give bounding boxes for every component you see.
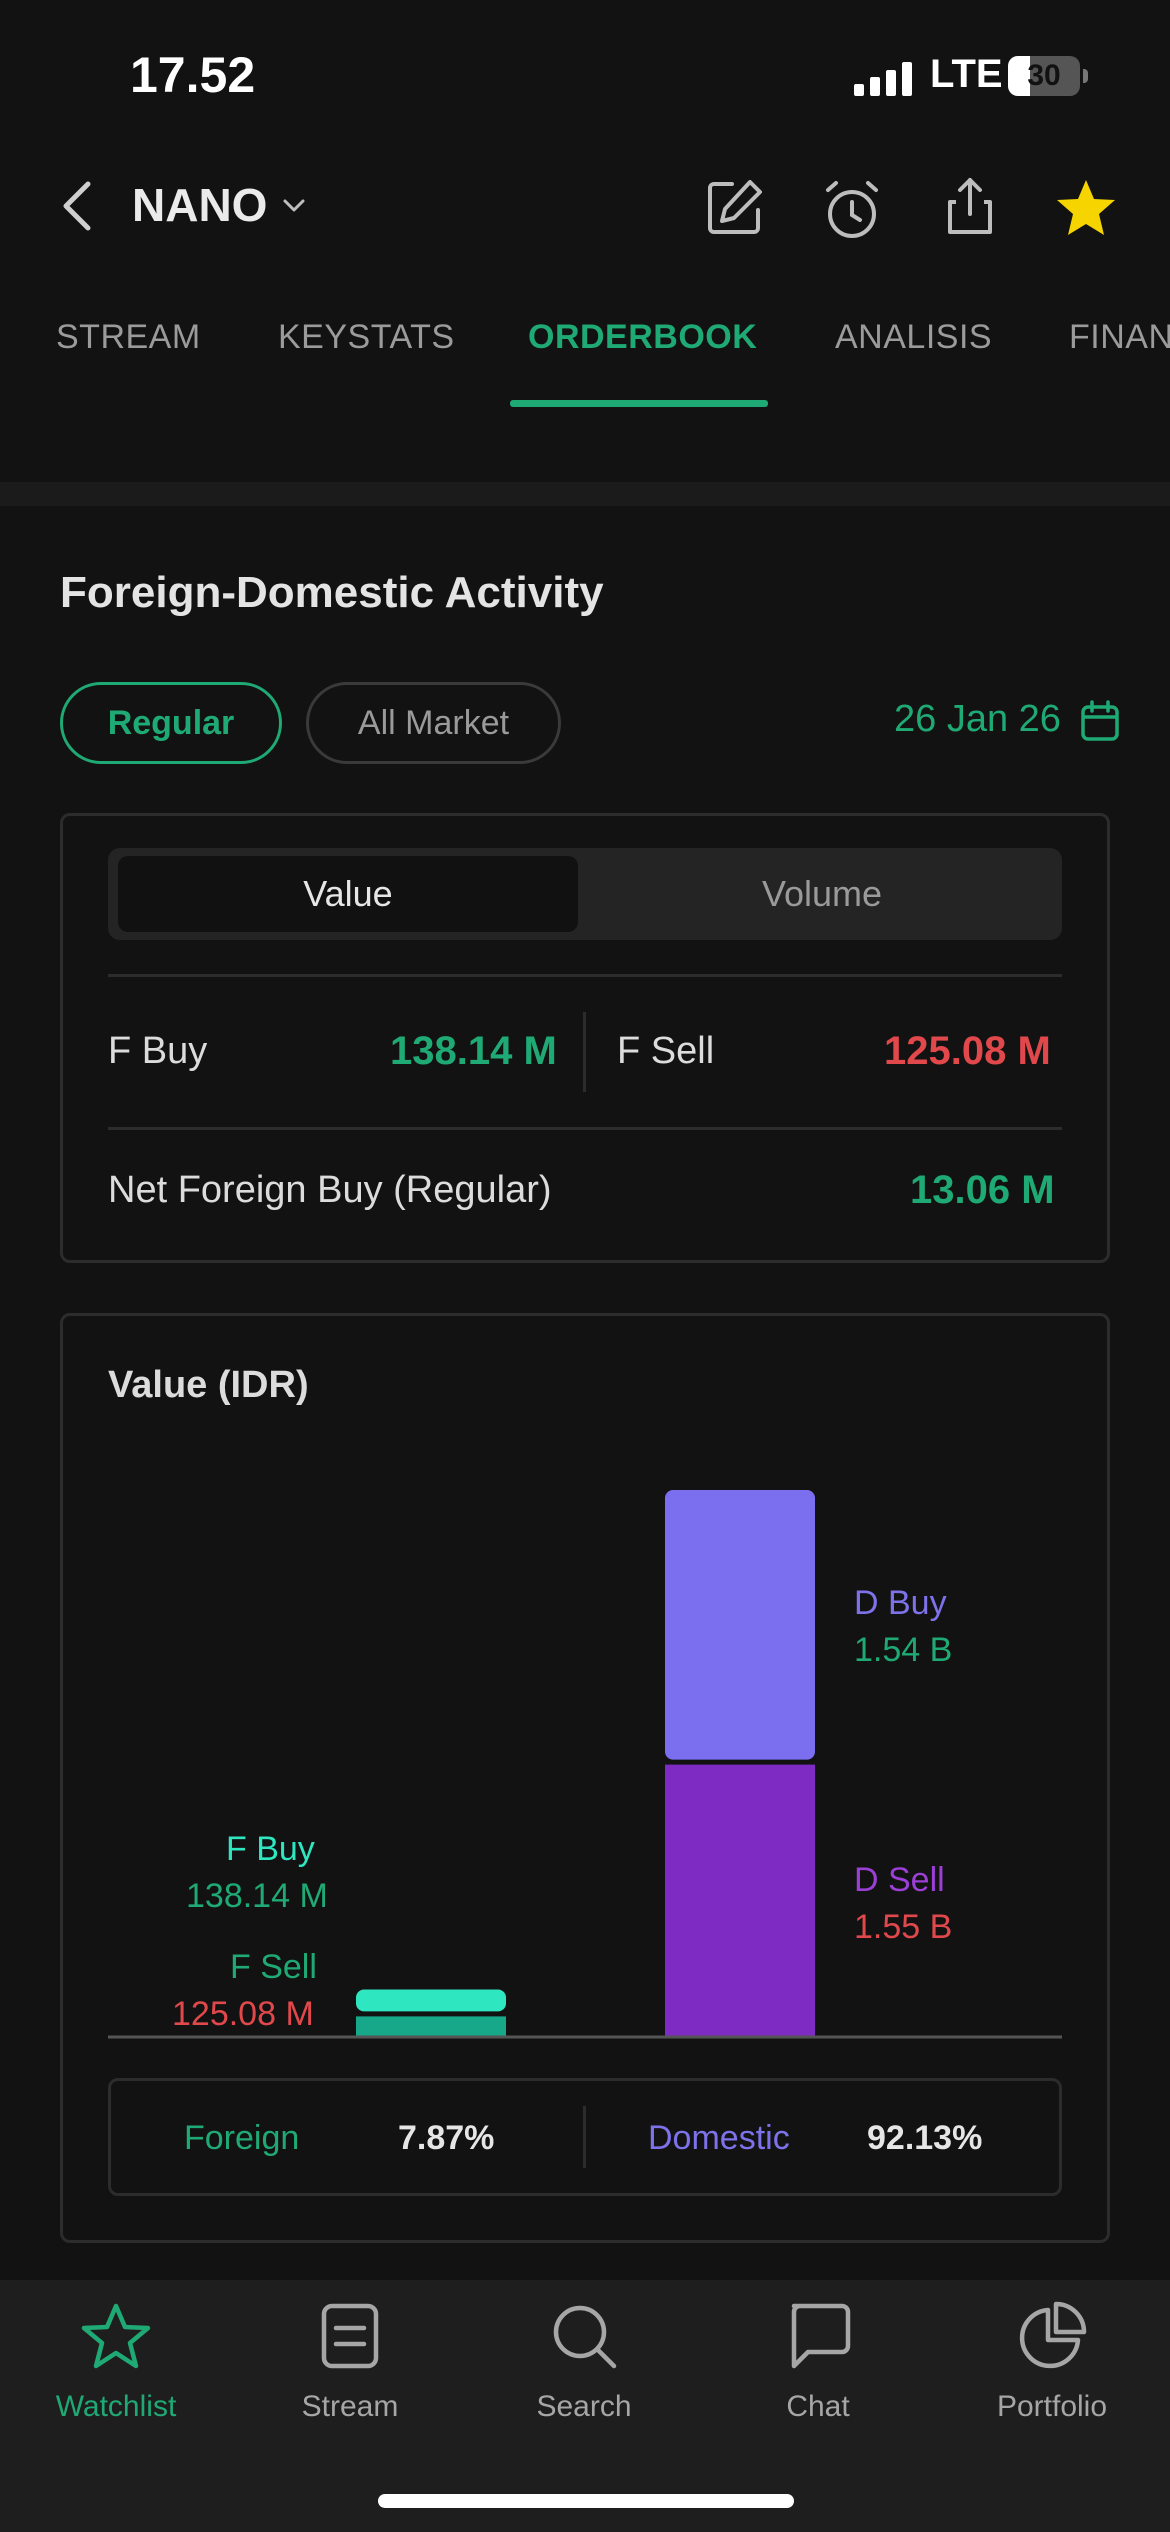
section-divider xyxy=(0,482,1170,506)
tab-stream[interactable]: STREAM xyxy=(56,318,201,356)
stacked-bar-chart xyxy=(108,1490,1062,2039)
tab-keystats[interactable]: KEYSTATS xyxy=(278,318,455,356)
nav-chat[interactable]: Chat xyxy=(718,2300,918,2440)
d-sell-chart-label: D Sell xyxy=(854,1861,945,1899)
f-buy-chart-value: 138.14 M xyxy=(186,1877,328,1915)
nav-label: Watchlist xyxy=(55,2390,177,2423)
f-buy-label: F Buy xyxy=(108,1030,208,1072)
nav-label: Portfolio xyxy=(996,2390,1108,2423)
d-sell-bar xyxy=(665,1764,815,2036)
nav-label: Stream xyxy=(301,2390,399,2423)
value-chart-card xyxy=(60,1313,1110,2243)
f-sell-value: 125.08 M xyxy=(884,1029,1051,1073)
d-buy-chart-value: 1.54 B xyxy=(854,1631,953,1669)
battery-level: 30 xyxy=(1027,59,1061,92)
portfolio-icon xyxy=(1019,2301,1087,2369)
f-sell-chart-label: F Sell xyxy=(230,1948,317,1986)
chevron-down-icon[interactable] xyxy=(282,196,306,216)
nav-search[interactable]: Search xyxy=(484,2300,684,2440)
back-icon[interactable] xyxy=(58,178,98,234)
battery-icon: 30 xyxy=(1008,56,1088,96)
share-icon[interactable] xyxy=(938,174,1002,238)
d-sell-chart-value: 1.55 B xyxy=(854,1908,953,1946)
d-buy-chart-label: D Buy xyxy=(854,1584,947,1622)
network-type: LTE xyxy=(930,52,1003,96)
status-time: 17.52 xyxy=(130,47,256,103)
f-buy-chart-label: F Buy xyxy=(226,1830,315,1868)
divider xyxy=(108,1127,1062,1130)
chart-title: Value (IDR) xyxy=(108,1364,309,1406)
f-buy-value: 138.14 M xyxy=(390,1029,557,1073)
home-indicator xyxy=(378,2494,794,2508)
search-icon xyxy=(553,2305,617,2369)
f-buy-bar xyxy=(356,1989,506,2012)
tab-bar: STREAM KEYSTATS ORDERBOOK ANALISIS FINAN xyxy=(0,318,1170,408)
foreign-share-label: Foreign xyxy=(184,2119,300,2157)
net-foreign-value: 13.06 M xyxy=(910,1168,1055,1212)
active-tab-indicator xyxy=(510,400,768,407)
value-volume-toggle: Value Volume xyxy=(108,848,1062,940)
chat-icon xyxy=(791,2303,851,2369)
d-buy-bar xyxy=(665,1490,815,1760)
calendar-icon[interactable] xyxy=(1080,700,1120,742)
tab-analisis[interactable]: ANALISIS xyxy=(835,318,993,356)
divider xyxy=(108,974,1062,977)
star-icon[interactable] xyxy=(1054,176,1118,240)
date-selector[interactable]: 26 Jan 26 xyxy=(894,698,1061,740)
ticker-selector[interactable]: NANO xyxy=(132,179,268,231)
nav-stream[interactable]: Stream xyxy=(250,2300,450,2440)
f-sell-bar xyxy=(356,2016,506,2036)
net-foreign-label: Net Foreign Buy (Regular) xyxy=(108,1169,552,1211)
tab-orderbook[interactable]: ORDERBOOK xyxy=(528,318,758,356)
segment-value-button[interactable]: Value xyxy=(118,856,578,932)
foreign-share-value: 7.87% xyxy=(398,2119,495,2157)
edit-icon[interactable] xyxy=(702,176,766,240)
domestic-share-label: Domestic xyxy=(648,2119,790,2157)
alarm-icon[interactable] xyxy=(820,178,884,242)
stream-icon xyxy=(321,2303,379,2369)
foreign-domestic-share xyxy=(108,2078,1062,2196)
nav-watchlist[interactable]: Watchlist xyxy=(16,2300,216,2440)
f-sell-chart-value: 125.08 M xyxy=(172,1995,314,2033)
nav-portfolio[interactable]: Portfolio xyxy=(952,2300,1152,2440)
bottom-nav xyxy=(0,2280,1170,2532)
signal-icon xyxy=(854,62,912,96)
tab-financials[interactable]: FINAN xyxy=(1069,318,1170,356)
nav-label: Search xyxy=(536,2390,632,2423)
divider xyxy=(583,1012,586,1092)
f-sell-label: F Sell xyxy=(617,1030,715,1072)
nav-label: Chat xyxy=(786,2390,850,2423)
filter-regular-button[interactable]: Regular xyxy=(60,682,282,764)
section-title: Foreign-Domestic Activity xyxy=(60,568,604,617)
domestic-share-value: 92.13% xyxy=(867,2119,983,2157)
star-icon xyxy=(81,2303,151,2369)
segment-volume-button[interactable]: Volume xyxy=(761,873,883,914)
filter-all-market-button[interactable]: All Market xyxy=(306,682,561,764)
divider xyxy=(583,2106,586,2168)
